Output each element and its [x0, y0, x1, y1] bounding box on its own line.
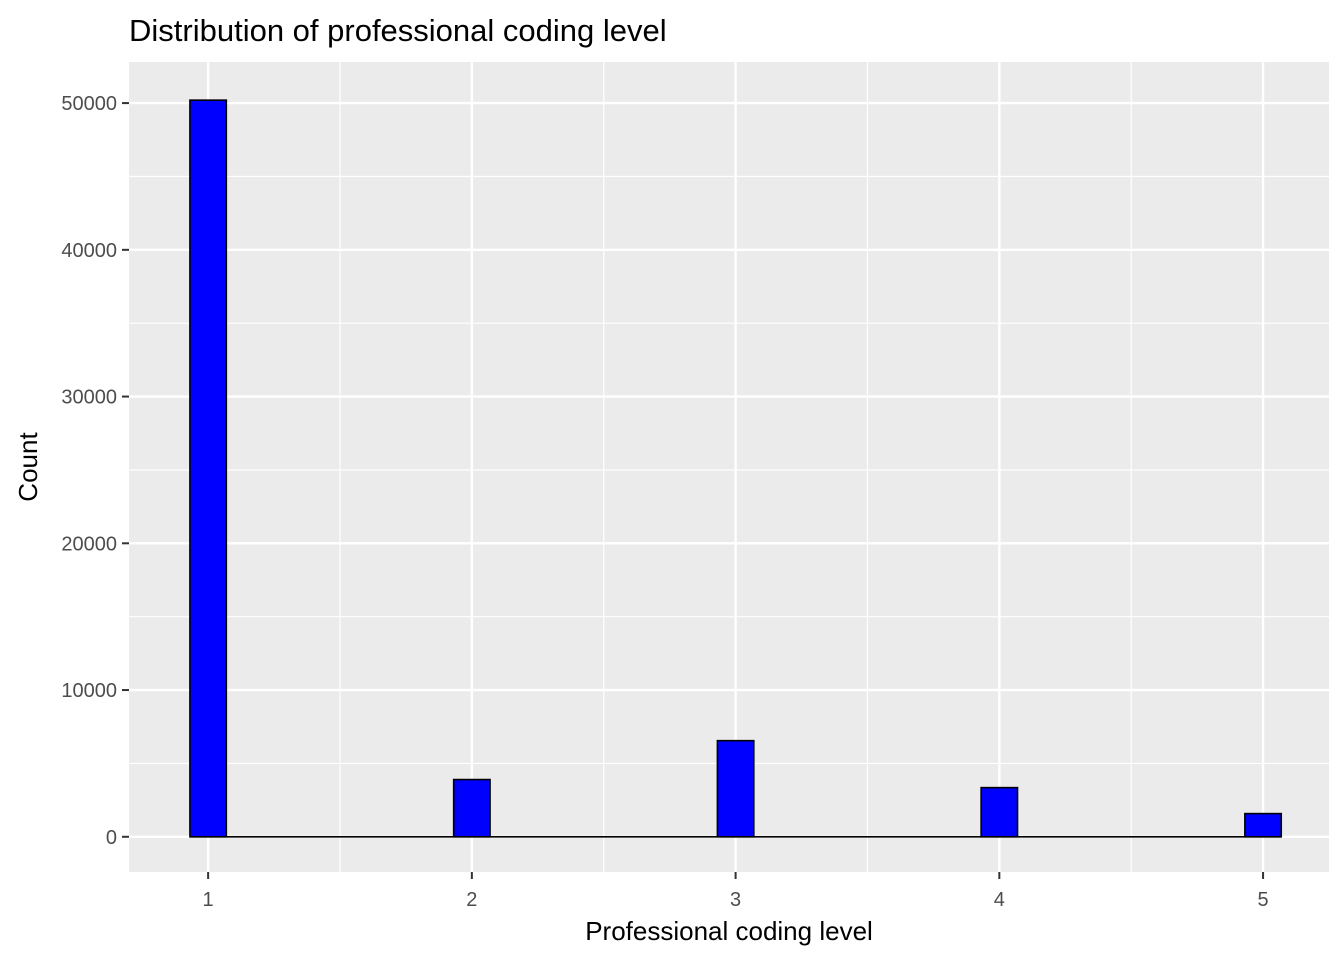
bar-level-5 — [1244, 812, 1283, 838]
x-tick-label: 3 — [730, 889, 741, 911]
bar-level-1 — [189, 99, 228, 838]
x-axis-ticks: 1 2 3 4 5 — [203, 872, 1269, 911]
x-tick-label: 5 — [1258, 889, 1269, 911]
minor-gridlines — [129, 62, 1329, 872]
y-tick-label: 40000 — [61, 240, 117, 262]
y-axis-title: Count — [13, 432, 43, 502]
x-axis-title: Professional coding level — [585, 916, 873, 946]
bar-level-3 — [716, 739, 755, 838]
y-tick-label: 10000 — [61, 680, 117, 702]
bars — [189, 99, 1283, 838]
panel-background — [129, 62, 1329, 872]
bar-level-4 — [980, 786, 1019, 838]
bar-level-2 — [452, 778, 491, 838]
x-tick-label: 4 — [994, 889, 1005, 911]
x-tick-label: 2 — [466, 889, 477, 911]
x-tick-label: 1 — [203, 889, 214, 911]
y-tick-label: 30000 — [61, 387, 117, 409]
chart-title: Distribution of professional coding leve… — [129, 13, 667, 48]
y-tick-label: 0 — [106, 827, 117, 849]
y-tick-label: 20000 — [61, 533, 117, 555]
y-axis-ticks: 0 10000 20000 30000 40000 50000 — [61, 93, 129, 849]
y-tick-label: 50000 — [61, 93, 117, 115]
